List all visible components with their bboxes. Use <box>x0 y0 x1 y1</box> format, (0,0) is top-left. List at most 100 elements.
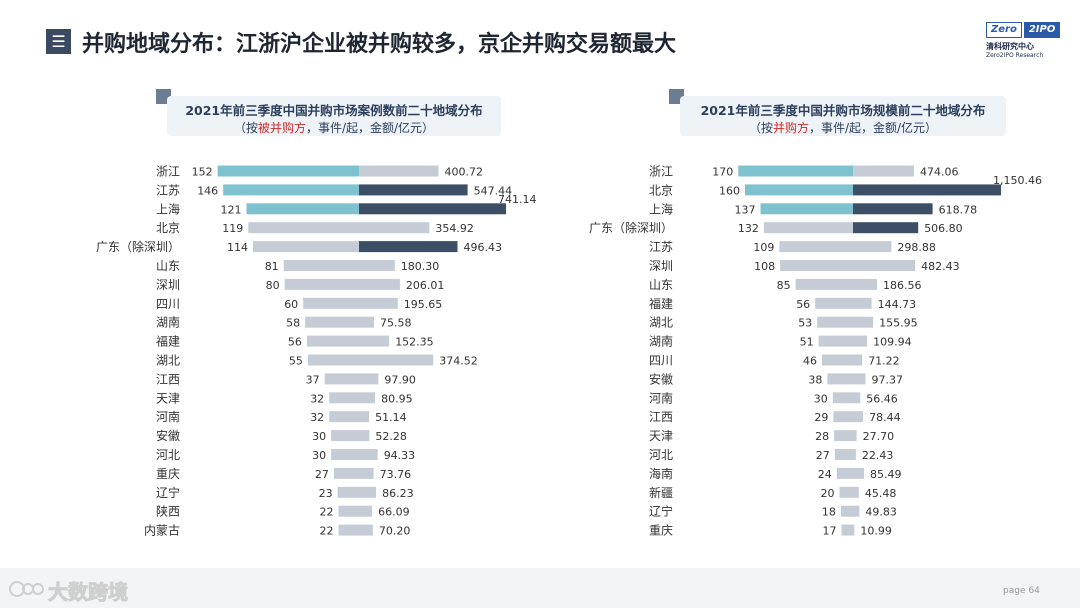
count-bar <box>307 354 360 366</box>
amount-label: 86.23 <box>382 487 414 500</box>
amount-label: 496.43 <box>464 241 503 254</box>
watermark-logo-icon <box>9 581 44 597</box>
amount-bar <box>853 316 874 328</box>
category-label: 辽宁 <box>649 504 673 519</box>
count-label: 137 <box>735 203 756 216</box>
count-bar <box>337 486 359 498</box>
amount-label: 51.14 <box>375 411 407 424</box>
category-label: 北京 <box>156 221 180 235</box>
count-label: 27 <box>315 468 329 481</box>
amount-label: 152.35 <box>395 336 434 349</box>
amount-bar <box>359 524 373 536</box>
count-label: 30 <box>312 430 326 443</box>
category-label: 江西 <box>649 410 673 424</box>
amount-bar <box>853 430 857 442</box>
amount-label: 354.92 <box>435 222 474 235</box>
count-bar <box>329 411 359 423</box>
amount-bar <box>359 335 390 347</box>
count-label: 85 <box>777 279 791 292</box>
count-bar <box>253 241 359 253</box>
count-label: 37 <box>306 373 320 386</box>
zero2ipo-logo: Zero 2IPO 清科研究中心 Zero2IPO Research <box>986 22 1076 62</box>
count-label: 55 <box>289 355 303 368</box>
count-label: 27 <box>816 449 830 462</box>
count-bar <box>738 165 854 177</box>
count-bar <box>832 392 854 404</box>
amount-label: 22.43 <box>862 449 894 462</box>
count-bar <box>836 467 853 479</box>
amount-bar <box>853 222 919 234</box>
count-bar <box>745 184 853 196</box>
amount-label: 400.72 <box>445 166 484 179</box>
amount-label: 27.70 <box>863 430 895 443</box>
category-label: 广东（除深圳） <box>589 220 673 235</box>
count-label: 23 <box>319 487 333 500</box>
amount-bar <box>359 505 373 517</box>
count-bar <box>329 392 359 404</box>
amount-label: 73.76 <box>380 468 412 481</box>
amount-bar <box>359 373 379 385</box>
count-label: 51 <box>800 336 814 349</box>
amount-bar <box>853 449 856 460</box>
count-bar <box>817 316 853 328</box>
count-label: 119 <box>222 222 243 235</box>
left-chart-title-line2: （按被并购方，事件/起，金额/亿元） <box>233 121 435 135</box>
category-label: 福建 <box>649 296 673 311</box>
amount-bar <box>853 203 933 215</box>
count-bar <box>217 165 359 177</box>
category-label: 河北 <box>156 448 180 462</box>
count-label: 56 <box>796 298 810 311</box>
count-label: 160 <box>719 184 740 197</box>
count-label: 32 <box>310 392 324 405</box>
amount-label: 298.88 <box>897 241 936 254</box>
count-bar <box>815 297 853 309</box>
category-label: 湖北 <box>156 353 180 368</box>
amount-bar <box>359 165 439 177</box>
count-bar <box>303 297 359 309</box>
count-bar <box>840 505 854 517</box>
amount-bar <box>853 524 855 536</box>
count-bar <box>760 203 853 215</box>
bar-charts: 浙江 152 400.72 江苏 146 547.44 上海 121 741.14 北京 119 35… <box>96 165 1042 538</box>
count-bar <box>822 354 854 366</box>
count-label: 81 <box>265 260 279 273</box>
category-label: 山东 <box>649 278 673 292</box>
category-label: 内蒙古 <box>144 523 180 538</box>
amount-label: 186.56 <box>883 279 922 292</box>
count-label: 114 <box>227 241 248 254</box>
amount-label: 97.90 <box>384 373 416 386</box>
count-label: 56 <box>288 336 302 349</box>
count-label: 17 <box>823 525 837 538</box>
category-label: 山东 <box>156 259 180 273</box>
page-number: page 64 <box>1003 586 1040 596</box>
logo-zero: Zero <box>986 22 1022 38</box>
count-label: 108 <box>754 260 775 273</box>
amount-bar <box>359 316 374 328</box>
category-label: 安徽 <box>649 371 673 386</box>
amount-bar <box>359 392 376 404</box>
category-label: 江西 <box>156 372 180 386</box>
category-label: 重庆 <box>156 467 180 481</box>
amount-label: 482.43 <box>921 260 960 273</box>
amount-bar <box>359 467 374 479</box>
category-label: 陕西 <box>156 504 180 519</box>
count-label: 132 <box>738 222 759 235</box>
amount-bar <box>853 165 914 177</box>
count-label: 46 <box>803 355 817 368</box>
amount-bar <box>853 335 868 347</box>
count-label: 121 <box>221 203 242 216</box>
category-label: 河南 <box>156 409 180 424</box>
count-bar <box>338 524 359 536</box>
count-label: 30 <box>814 392 828 405</box>
count-label: 58 <box>286 317 300 330</box>
category-label: 湖北 <box>649 315 673 330</box>
menu-icon[interactable]: ☰ <box>46 29 71 54</box>
amount-bar <box>853 467 864 479</box>
amount-bar <box>853 241 892 253</box>
amount-label: 374.52 <box>439 355 478 368</box>
amount-bar <box>853 411 864 423</box>
amount-bar <box>359 430 370 442</box>
count-bar <box>779 241 853 253</box>
count-label: 53 <box>798 317 812 330</box>
category-label: 北京 <box>649 183 673 197</box>
